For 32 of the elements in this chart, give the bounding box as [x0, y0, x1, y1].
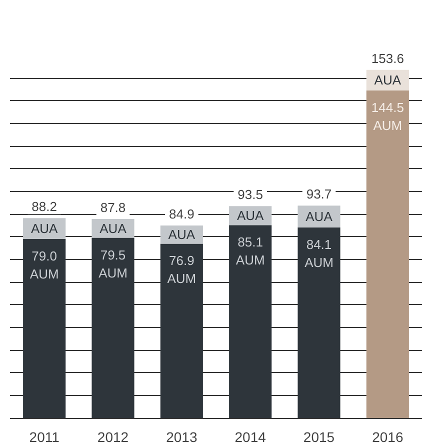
text: AUA: [306, 208, 332, 224]
data-label: 84.1: [306, 236, 332, 252]
x-tick-label: 2013: [166, 429, 198, 445]
x-tick-label: 2015: [303, 429, 335, 445]
data-label: 76.9: [169, 253, 194, 268]
x-tick-label: 2014: [234, 429, 266, 445]
text: AUM: [167, 271, 196, 286]
total-label: 93.7: [306, 186, 332, 202]
total-label: 93.5: [238, 187, 263, 202]
series-label: AUM: [30, 266, 59, 282]
data-label: 79.0: [32, 248, 57, 264]
total-label: 84.9: [169, 206, 194, 222]
text: AUM: [98, 265, 128, 280]
data-label: 85.1: [238, 234, 263, 250]
text: AUM: [236, 252, 265, 268]
text: AUA: [374, 72, 402, 88]
data-label: 79.5: [100, 247, 126, 262]
x-tick-label: 2016: [372, 429, 404, 445]
bar: [298, 206, 340, 228]
text: AUM: [304, 254, 334, 270]
text: AUA: [100, 220, 126, 236]
series-label: AUA: [168, 227, 196, 242]
text: AUA: [30, 221, 58, 236]
data-label: 144.5: [371, 100, 404, 115]
text: AUA: [236, 208, 264, 224]
x-tick-label: 2012: [97, 429, 129, 445]
x-tick-label: 2011: [29, 429, 60, 445]
text: AUM: [373, 118, 402, 133]
total-label: 153.6: [371, 50, 404, 66]
total-label: 88.2: [32, 199, 57, 214]
total-label: 87.8: [100, 200, 126, 215]
bar: [366, 90, 409, 418]
